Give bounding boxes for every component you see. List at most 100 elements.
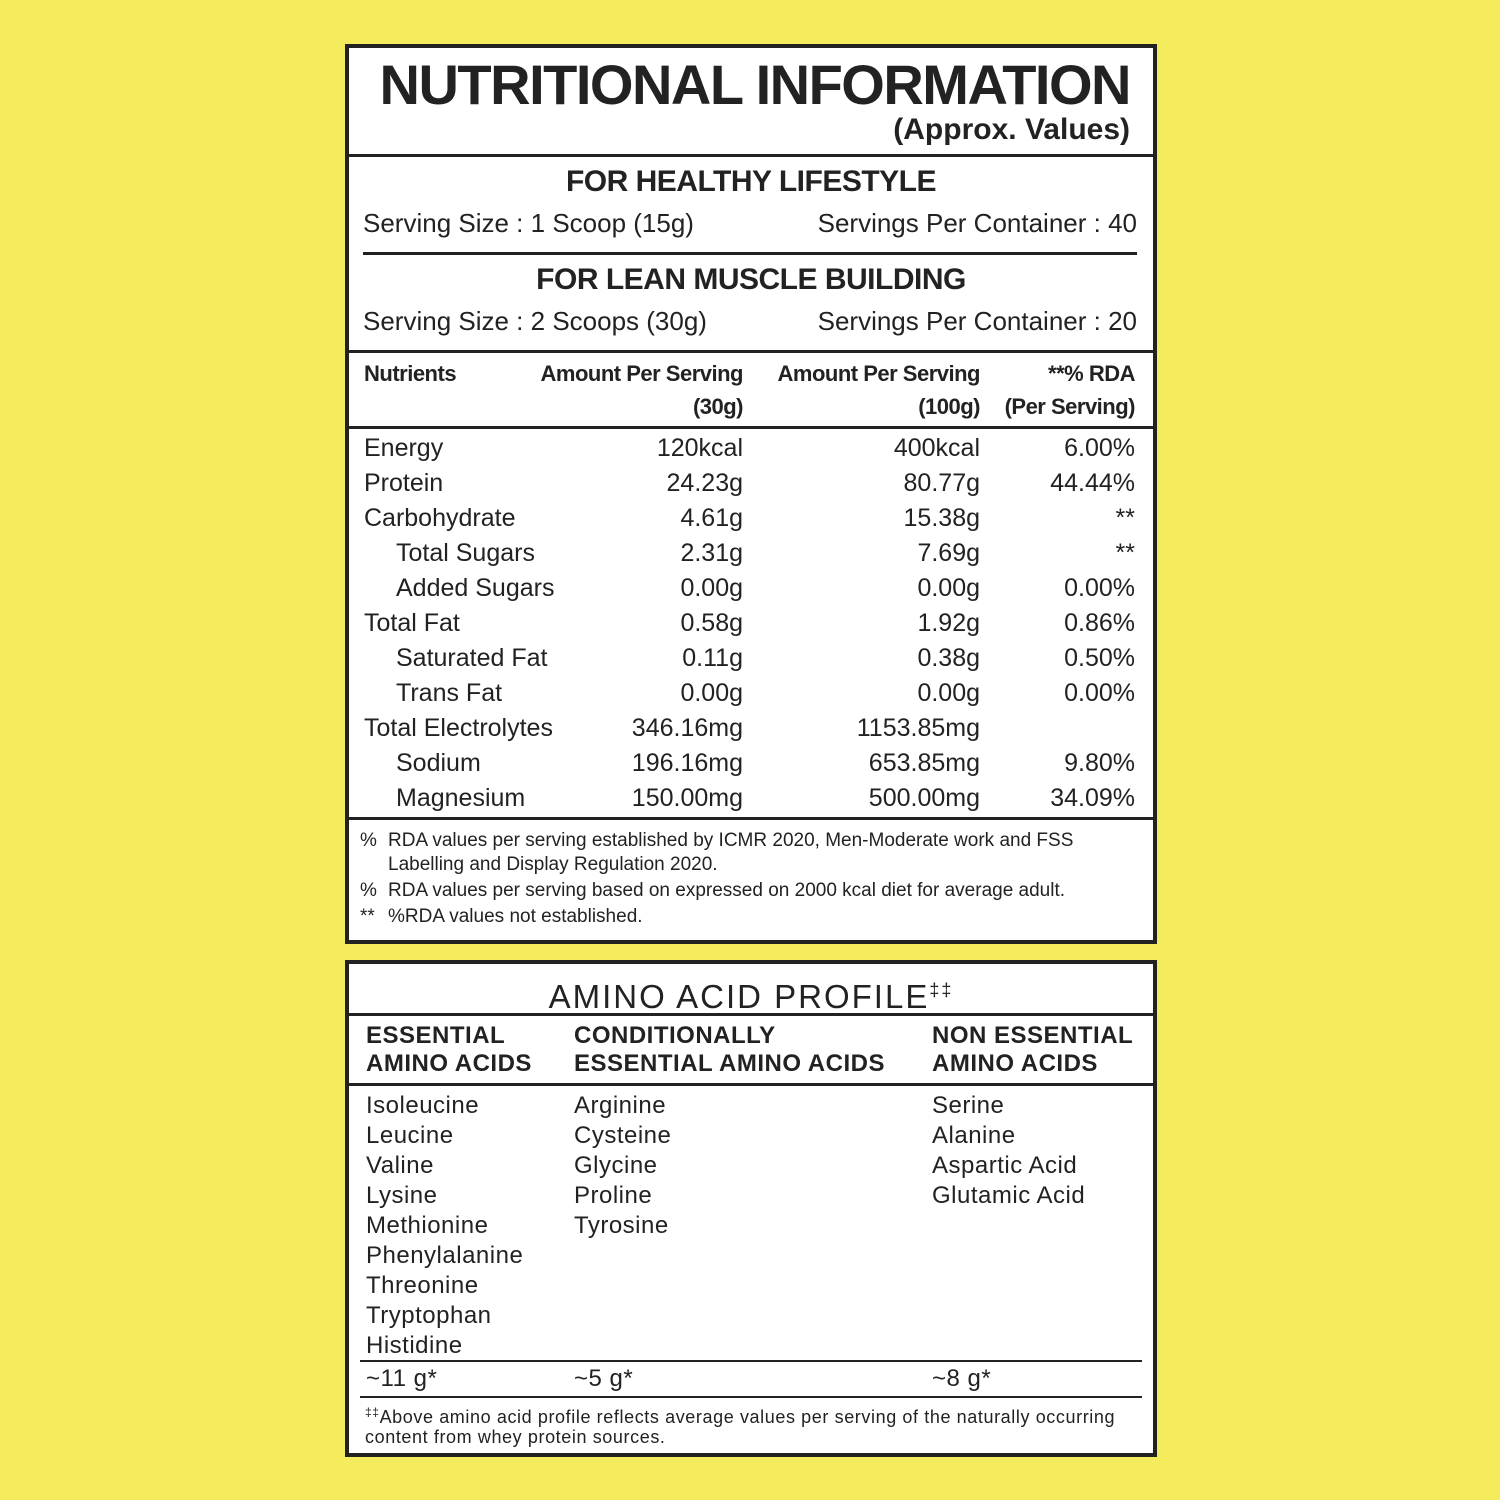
amino-total: ~5 g* <box>574 1365 634 1392</box>
column-header: **% RDA <box>1048 361 1135 386</box>
amino-acid: Alanine <box>932 1122 1016 1149</box>
nutrient-value: 0.11g <box>682 644 743 672</box>
nutrient-value: 0.50% <box>1064 644 1135 672</box>
amino-panel <box>345 960 1157 1457</box>
amino-column-heading: CONDITIONALLY <box>574 1022 776 1049</box>
amino-acid: Arginine <box>574 1092 667 1119</box>
nutrient-name: Added Sugars <box>396 574 555 602</box>
footnote: % RDA values per serving established by I… <box>360 829 1140 877</box>
divider <box>345 817 1157 820</box>
amino-acid: Glycine <box>574 1152 658 1179</box>
nutrient-value: 0.00g <box>917 679 980 707</box>
nutrient-value: 196.16mg <box>631 749 743 777</box>
amino-acid: Leucine <box>366 1122 454 1149</box>
serving-heading: FOR LEAN MUSCLE BUILDING <box>536 263 966 296</box>
nutrient-value: 0.00% <box>1064 574 1135 602</box>
amino-acid: Tryptophan <box>366 1302 492 1329</box>
nutrient-value: 34.09% <box>1050 784 1135 812</box>
divider <box>345 350 1157 353</box>
amino-acid: Lysine <box>366 1182 438 1209</box>
footnote-mark: ** <box>360 906 375 927</box>
nutrient-value: 653.85mg <box>868 749 980 777</box>
nutrient-value: 2.31g <box>680 539 743 567</box>
nutrient-value: 0.58g <box>680 609 743 637</box>
amino-column-heading: ESSENTIAL <box>366 1022 506 1049</box>
footnote: ** %RDA values not established. <box>360 905 1140 929</box>
amino-acid: Cysteine <box>574 1122 672 1149</box>
divider <box>360 1360 1142 1362</box>
amino-total: ~11 g* <box>366 1365 438 1392</box>
nutrient-value: 1.92g <box>917 609 980 637</box>
nutrient-value: 346.16mg <box>631 714 743 742</box>
column-header: Amount Per Serving <box>540 361 744 386</box>
nutrient-value: 120kcal <box>656 434 743 462</box>
amino-acid: Glutamic Acid <box>932 1182 1086 1209</box>
nutrient-value: ** <box>1115 504 1135 532</box>
column-header: (30g) <box>692 394 744 419</box>
footnote-text: %RDA values not established. <box>388 906 643 927</box>
divider <box>345 1083 1157 1086</box>
nutrient-value: 0.00g <box>680 679 743 707</box>
nutrient-value: 15.38g <box>903 504 980 532</box>
nutrient-name: Sodium <box>396 749 481 777</box>
amino-column-heading: AMINO ACIDS <box>366 1050 532 1077</box>
amino-note-text: Above amino acid profile reflects averag… <box>365 1407 1116 1447</box>
nutrient-value: 0.00g <box>680 574 743 602</box>
nutrient-name: Total Electrolytes <box>364 714 553 742</box>
nutrient-name: Total Sugars <box>396 539 535 567</box>
footnote-text: RDA values per serving established by IC… <box>388 830 1074 875</box>
column-header: (100g) <box>918 394 980 419</box>
divider <box>345 426 1157 429</box>
servings-per-container: Servings Per Container : 20 <box>817 306 1137 336</box>
subtitle: (Approx. Values) <box>893 113 1130 146</box>
amino-acid: Aspartic Acid <box>932 1152 1078 1179</box>
amino-acid: Isoleucine <box>366 1092 480 1119</box>
nutrient-value: 44.44% <box>1050 469 1135 497</box>
column-header: (Per Serving) <box>1004 394 1136 419</box>
nutrient-value: 4.61g <box>680 504 743 532</box>
amino-title: AMINO ACID PROFILE‡‡ <box>345 968 1157 1019</box>
nutrient-name: Carbohydrate <box>364 504 516 532</box>
amino-acid: Valine <box>366 1152 434 1179</box>
nutrient-name: Energy <box>364 434 444 462</box>
footnote-text: RDA values per serving based on expresse… <box>388 880 1066 901</box>
servings-per-container: Servings Per Container : 40 <box>817 208 1137 238</box>
nutrient-value: 150.00mg <box>631 784 743 812</box>
nutrient-value: 500.00mg <box>868 784 980 812</box>
title: NUTRITIONAL INFORMATION <box>379 53 1132 116</box>
nutrient-value: 24.23g <box>666 469 743 497</box>
amino-column-heading: AMINO ACIDS <box>932 1050 1098 1077</box>
amino-note-mark: ‡‡ <box>365 1405 380 1419</box>
amino-acid: Methionine <box>366 1212 489 1239</box>
nutrient-value: 0.38g <box>917 644 980 672</box>
nutrient-value: 80.77g <box>903 469 980 497</box>
nutrient-value: 7.69g <box>917 539 980 567</box>
nutrient-name: Protein <box>364 469 444 497</box>
column-header: Nutrients <box>364 361 457 386</box>
amino-acid: Tyrosine <box>574 1212 669 1239</box>
amino-acid: Threonine <box>366 1272 479 1299</box>
nutrient-name: Saturated Fat <box>396 644 548 672</box>
divider <box>345 154 1157 157</box>
nutrient-value: 400kcal <box>893 434 980 462</box>
footnotes: % RDA values per serving established by I… <box>360 829 1140 931</box>
nutrient-value: 6.00% <box>1064 434 1135 462</box>
divider <box>363 252 1137 255</box>
nutrient-value: 0.86% <box>1064 609 1135 637</box>
footnote: % RDA values per serving based on express… <box>360 879 1140 903</box>
amino-total: ~8 g* <box>932 1365 992 1392</box>
amino-title-text: AMINO ACID PROFILE <box>548 978 930 1015</box>
divider <box>360 1396 1142 1398</box>
divider <box>345 1013 1157 1016</box>
serving-size: Serving Size : 1 Scoop (15g) <box>363 208 694 238</box>
footnote-mark: % <box>360 830 377 851</box>
amino-acid: Proline <box>574 1182 653 1209</box>
nutrient-name: Magnesium <box>396 784 526 812</box>
nutrient-value: 0.00% <box>1064 679 1135 707</box>
amino-column-heading: NON ESSENTIAL <box>932 1022 1134 1049</box>
nutrient-name: Total Fat <box>364 609 460 637</box>
footnote-mark: % <box>360 880 377 901</box>
serving-size: Serving Size : 2 Scoops (30g) <box>363 306 707 336</box>
amino-column-heading: ESSENTIAL AMINO ACIDS <box>574 1050 885 1077</box>
